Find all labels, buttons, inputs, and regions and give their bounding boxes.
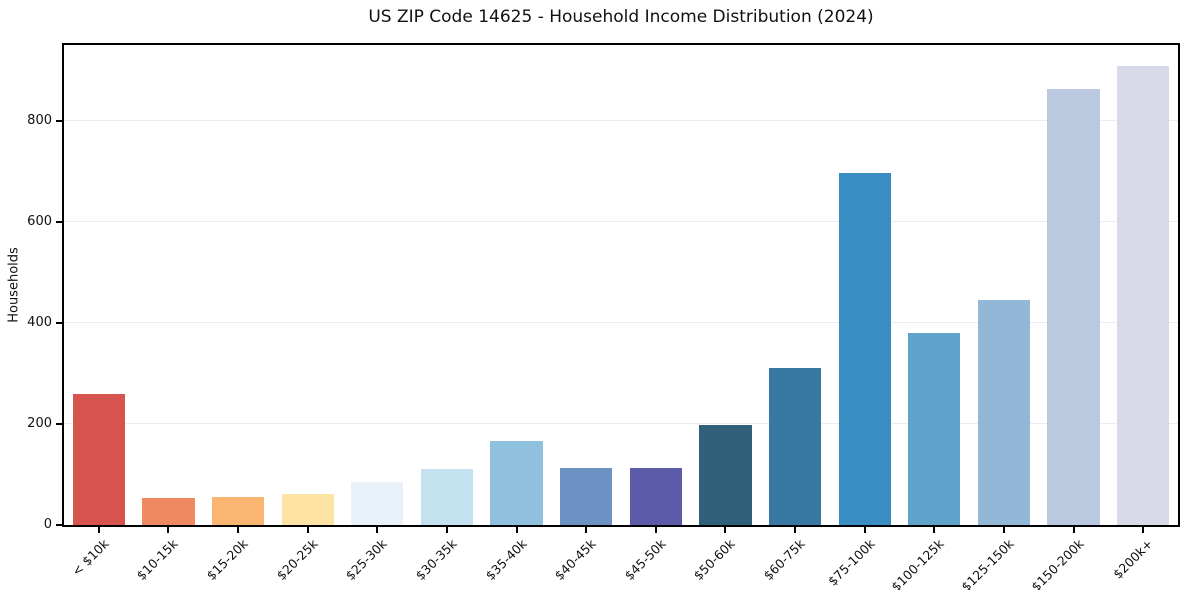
bar-< $10k <box>72 393 125 525</box>
x-tick-mark <box>445 527 448 533</box>
y-tick-label: 0 <box>43 517 52 532</box>
x-tick-mark <box>1142 527 1145 533</box>
x-tick-mark <box>585 527 588 533</box>
bar-$40-45k <box>560 468 613 525</box>
bar-$50-60k <box>699 424 752 525</box>
gridline <box>64 322 1178 324</box>
bar-$200k+ <box>1117 66 1170 525</box>
bar-$15-20k <box>211 496 265 525</box>
plot-area: 0 200 400 600 800 < $10k $10-15k $15-20k $20-25k… <box>27 43 1180 590</box>
x-tick-mark <box>515 527 518 533</box>
bar-$30-35k <box>420 469 474 525</box>
x-tick-mark <box>933 527 936 533</box>
gridline <box>64 423 1178 425</box>
x-tick-mark <box>654 527 657 533</box>
bar-$20-25k <box>281 494 334 525</box>
y-axis-label: Households <box>6 247 22 323</box>
x-tick-mark <box>1072 527 1075 533</box>
x-tick-mark <box>794 527 797 533</box>
x-tick-mark <box>237 527 240 533</box>
x-tick-mark <box>97 527 100 533</box>
bar-$45-50k <box>629 468 682 525</box>
bar-$100-125k <box>908 333 961 525</box>
bar-$10-15k <box>142 498 195 525</box>
x-tick-label: < $10k <box>68 536 112 579</box>
plot-canvas <box>64 45 1178 525</box>
x-tick-mark <box>167 527 170 533</box>
y-tick-label: 400 <box>27 314 52 330</box>
y-tick-label: 800 <box>27 112 52 128</box>
y-tick-label: 200 <box>27 415 52 431</box>
y-tick-mark <box>56 422 62 425</box>
y-tick-label: 600 <box>27 213 52 229</box>
bar-$35-40k <box>490 440 543 525</box>
axes-decorations: 0 200 400 600 800 < $10k $10-15k $15-20k $20-25k… <box>27 45 1178 590</box>
gridline <box>64 221 1178 223</box>
bar-$75-100k <box>838 172 891 525</box>
x-tick-mark <box>724 527 727 533</box>
bar-$60-75k <box>768 368 822 525</box>
y-tick-mark <box>56 119 62 122</box>
gridline <box>64 120 1178 122</box>
bar-$125-150k <box>977 300 1031 525</box>
chart-title: US ZIP Code 14625 - Household Income Dis… <box>368 7 874 27</box>
bar-$25-30k <box>351 481 404 525</box>
y-tick-mark <box>56 220 62 223</box>
x-tick-mark <box>863 527 866 533</box>
y-tick-mark <box>56 321 62 324</box>
y-tick-mark <box>56 524 62 526</box>
x-tick-mark <box>1002 527 1005 533</box>
bar-$150-200k <box>1047 89 1100 525</box>
x-tick-mark <box>306 527 309 533</box>
x-tick-mark <box>376 527 379 533</box>
